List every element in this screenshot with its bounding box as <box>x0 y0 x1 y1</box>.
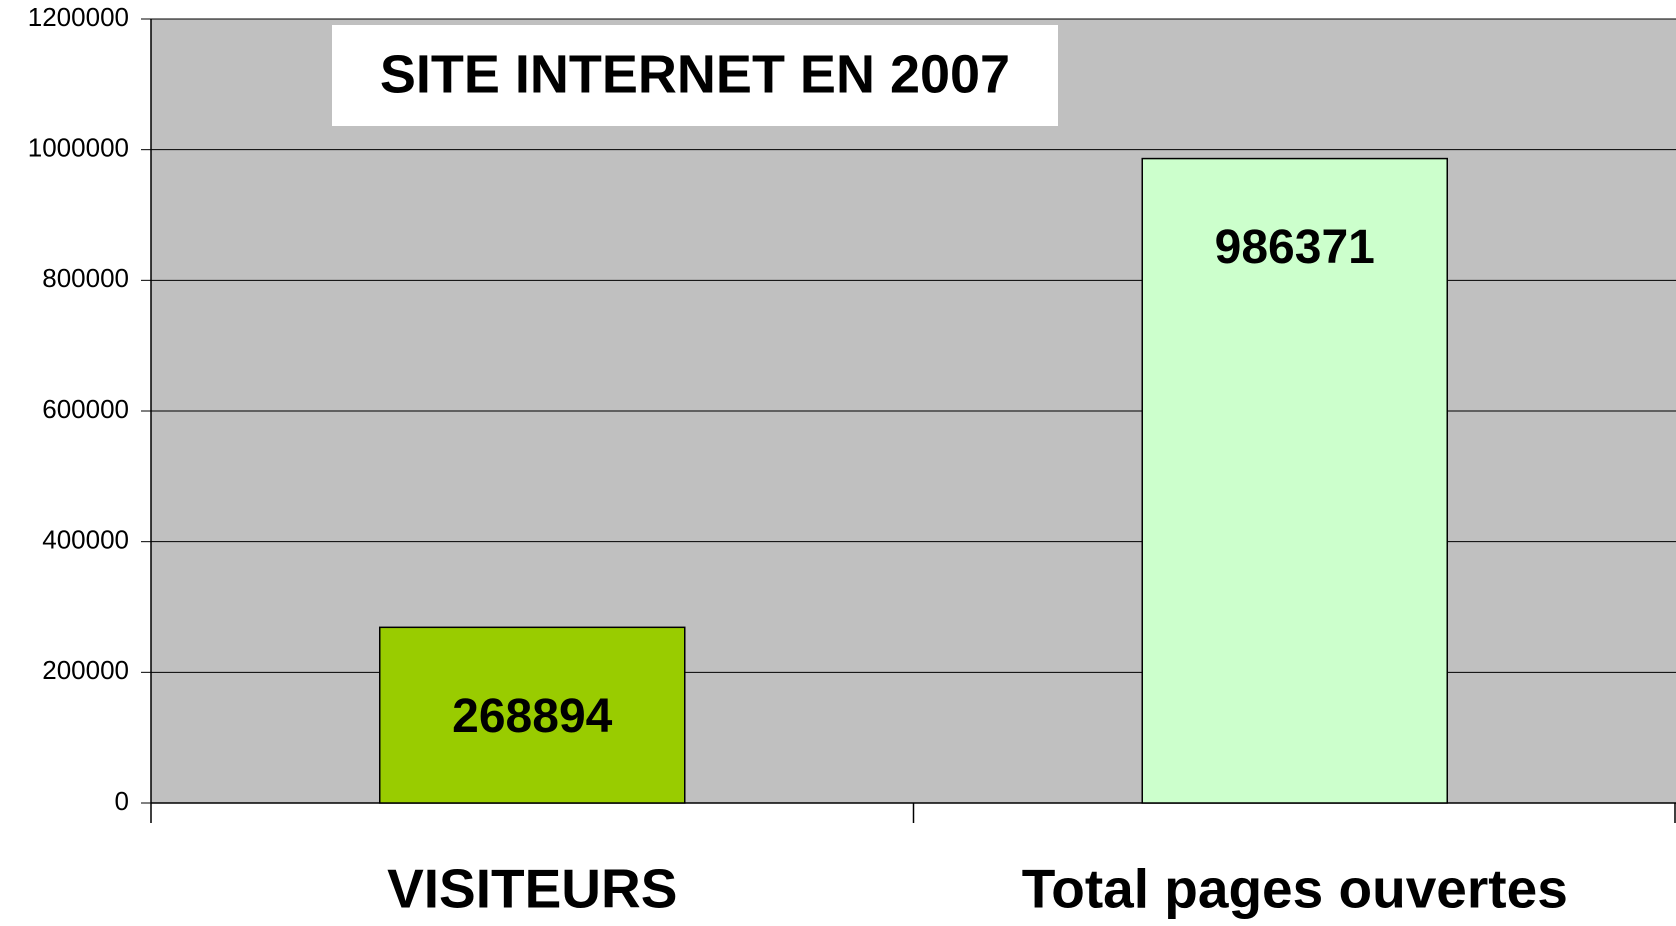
y-tick-label: 1200000 <box>28 2 129 32</box>
y-tick-label: 800000 <box>42 263 129 293</box>
y-tick-label: 600000 <box>42 394 129 424</box>
value-label: 986371 <box>1215 221 1375 274</box>
y-tick-label: 0 <box>115 786 129 816</box>
title-box <box>332 25 1058 126</box>
bar <box>379 626 686 804</box>
layer: 0 200000 400000 600000 800000 1000000 1200000 2… <box>28 2 1676 920</box>
value-label: 268894 <box>452 690 612 743</box>
y-tick-label: 1000000 <box>28 133 129 163</box>
bar <box>1141 157 1448 804</box>
x-tick-label: Total pages ouvertes <box>1022 858 1568 920</box>
y-tick-label: 200000 <box>42 655 129 685</box>
chart-title: SITE INTERNET EN 2007 <box>380 44 1010 104</box>
x-tick-label: VISITEURS <box>387 858 677 920</box>
y-tick-label: 400000 <box>42 525 129 555</box>
